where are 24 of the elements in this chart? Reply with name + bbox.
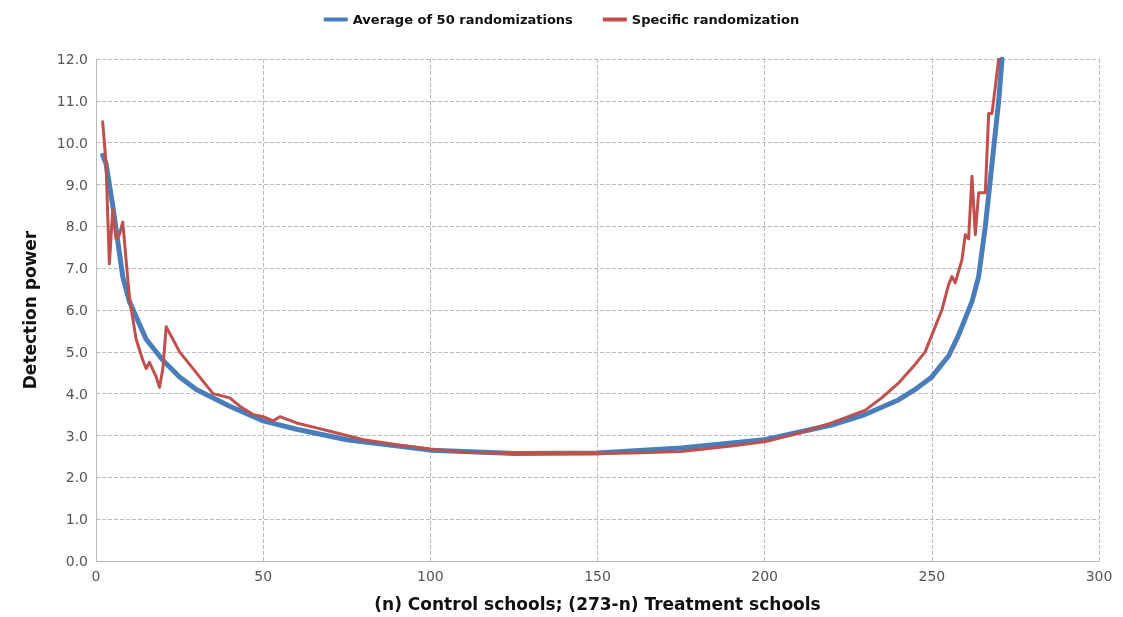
y-tick-label: 1.0 xyxy=(65,511,88,528)
y-tick-label: 12.0 xyxy=(56,51,88,67)
y-tick-label: 3.0 xyxy=(65,427,88,444)
x-tick-label: 100 xyxy=(416,568,444,584)
y-tick-label: 0.0 xyxy=(65,553,88,569)
x-axis-title: (n) Control schools; (273-n) Treatment schools xyxy=(374,593,821,614)
x-tick-label: 50 xyxy=(254,568,273,584)
y-tick-label: 11.0 xyxy=(56,92,88,109)
x-tick-label: 150 xyxy=(584,568,611,584)
x-tick-label: 200 xyxy=(751,568,779,584)
x-tick-label: 250 xyxy=(918,568,946,584)
y-tick-label: 10.0 xyxy=(56,134,88,151)
legend-label: Specific randomization xyxy=(631,12,800,27)
y-tick-label: 4.0 xyxy=(65,385,88,402)
y-tick-label: 2.0 xyxy=(65,469,88,486)
y-tick-label: 5.0 xyxy=(65,343,88,360)
x-tick-label: 300 xyxy=(1085,568,1113,584)
legend-label: Average of 50 randomizations xyxy=(352,12,574,27)
x-tick-label: 0 xyxy=(91,568,101,584)
y-axis-title: Detection power xyxy=(19,230,40,390)
y-tick-label: 8.0 xyxy=(65,218,88,235)
y-tick-label: 7.0 xyxy=(65,260,88,277)
y-tick-label: 6.0 xyxy=(65,302,88,318)
y-tick-label: 9.0 xyxy=(65,176,88,193)
